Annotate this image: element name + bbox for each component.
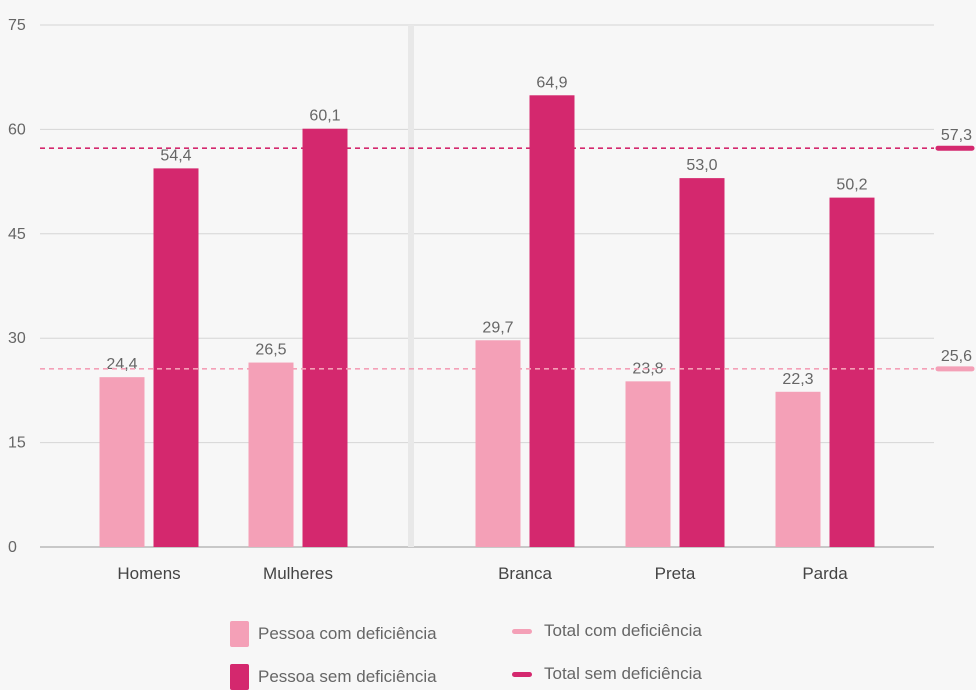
legend-swatch-pessoa-sem-deficiencia <box>230 664 249 690</box>
legend-label-total-com-deficiencia: Total com deficiência <box>544 621 702 640</box>
data-label: 60,1 <box>309 108 340 125</box>
bar-com-deficiencia <box>99 377 145 547</box>
bar-sem-deficiencia <box>829 197 875 547</box>
reference-line-label: 57,3 <box>941 127 972 144</box>
legend-line-total-sem-deficiencia <box>512 671 532 677</box>
data-label: 23,8 <box>632 360 663 377</box>
y-tick-label: 30 <box>8 330 26 347</box>
x-category-label: Parda <box>802 564 848 583</box>
y-tick-label: 15 <box>8 435 26 452</box>
y-tick-label: 60 <box>8 121 26 138</box>
legend-label-total-sem-deficiencia: Total sem deficiência <box>544 664 702 683</box>
bar-chart-plot: 0 15 30 45 60 75 24,4 54,4 Homens 26,5 60,1 Mulhere… <box>8 17 975 583</box>
bar-sem-deficiencia <box>679 178 725 547</box>
legend-label-pessoa-com-deficiencia: Pessoa com deficiência <box>258 624 437 643</box>
bar-sem-deficiencia <box>153 168 199 547</box>
x-category-label: Branca <box>498 564 552 583</box>
data-label: 50,2 <box>836 177 867 194</box>
bar-com-deficiencia <box>475 340 521 547</box>
bar-com-deficiencia <box>625 381 671 547</box>
legend-item-total-sem-deficiencia: Total sem deficiência <box>512 664 702 684</box>
data-label: 26,5 <box>255 342 286 359</box>
x-category-label: Preta <box>655 564 696 583</box>
y-tick-label: 45 <box>8 226 26 243</box>
legend-swatch-pessoa-com-deficiencia <box>230 621 249 647</box>
data-label: 24,4 <box>106 356 137 373</box>
data-label: 29,7 <box>482 319 513 336</box>
x-category-label: Mulheres <box>263 564 333 583</box>
legend-label-pessoa-sem-deficiencia: Pessoa sem deficiência <box>258 667 437 686</box>
data-label: 64,9 <box>536 74 567 91</box>
data-label: 53,0 <box>686 157 717 174</box>
reference-line-label: 25,6 <box>941 348 972 365</box>
bar-com-deficiencia <box>775 391 821 547</box>
bar-sem-deficiencia <box>529 95 575 548</box>
legend-item-pessoa-com-deficiencia: Pessoa com deficiência <box>230 621 437 647</box>
bar-com-deficiencia <box>248 362 294 547</box>
bar-sem-deficiencia <box>302 128 348 548</box>
data-label: 22,3 <box>782 371 813 388</box>
x-category-label: Homens <box>117 564 180 583</box>
legend-item-pessoa-sem-deficiencia: Pessoa sem deficiência <box>230 664 437 690</box>
group-separator <box>408 25 414 547</box>
y-tick-label: 0 <box>8 539 17 556</box>
legend-line-total-com-deficiencia <box>512 628 532 634</box>
data-label: 54,4 <box>160 147 191 164</box>
legend-item-total-com-deficiencia: Total com deficiência <box>512 621 702 641</box>
legend: Pessoa com deficiência Pessoa sem defici… <box>0 612 976 690</box>
y-tick-label: 75 <box>8 17 26 34</box>
